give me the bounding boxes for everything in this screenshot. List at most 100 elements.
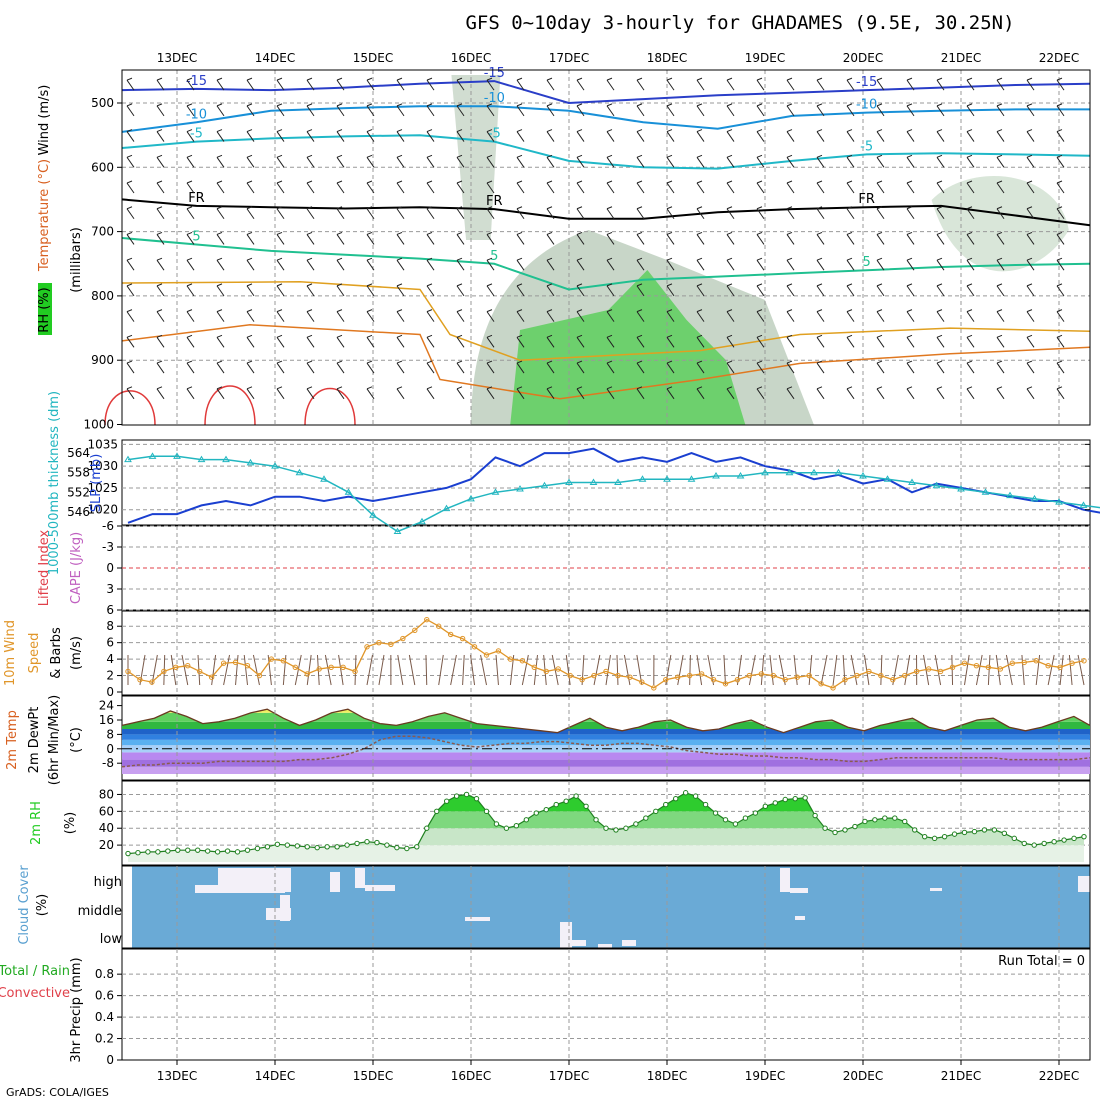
wind-barb: [186, 259, 195, 271]
wind-barb: [456, 180, 463, 184]
wind-barb: [1026, 131, 1035, 142]
wind-barb: [846, 208, 855, 220]
wind-barb: [636, 182, 645, 194]
thickness-marker: [736, 471, 745, 479]
wind-barb: [966, 309, 973, 313]
wind-barb: [666, 257, 673, 261]
wind-barb: [516, 334, 523, 338]
thickness-marker: [859, 471, 867, 479]
wind-barb: [306, 129, 313, 133]
wind-barb: [246, 206, 253, 210]
wind-barb: [606, 129, 613, 133]
wind-barb: [756, 360, 763, 364]
wind-barb: [576, 360, 583, 364]
wind-barb: [336, 234, 345, 245]
wind-barb: [546, 77, 553, 81]
wind-barb: [996, 386, 1003, 390]
wind-speed-marker: [208, 674, 215, 680]
wind-barb: [426, 234, 435, 245]
wind-barb: [636, 309, 643, 313]
temp-axis-label: 2m Temp: [5, 710, 20, 770]
rh-marker: [443, 798, 450, 804]
wind-barb: [906, 257, 913, 261]
wind-barb: [756, 105, 765, 117]
wind-barb: [876, 154, 883, 158]
wind-barb: [156, 182, 165, 194]
wind-barb: [846, 283, 853, 287]
wind-barb: [966, 234, 975, 245]
wind-barb: [546, 79, 555, 91]
wind-barb: [936, 283, 943, 287]
wind-barb: [666, 337, 675, 348]
wind-barb: [486, 311, 495, 322]
wind-barb: [546, 311, 555, 322]
wind-barb: [966, 180, 973, 184]
wind-barb: [456, 131, 465, 142]
wind-barb: [306, 360, 313, 364]
rh-marker: [692, 793, 699, 799]
wind-barb: [276, 234, 285, 245]
wind-barb: [636, 362, 645, 374]
wind-barb: [516, 234, 525, 245]
wind-barb: [246, 103, 253, 107]
wind-barb: [696, 285, 705, 297]
wind-barb: [366, 360, 373, 364]
wind-barb: [521, 654, 529, 686]
wind-tick-label: 8: [106, 619, 114, 633]
wind-barb: [966, 129, 973, 133]
wind-barb: [456, 154, 463, 158]
wind-barb: [726, 386, 733, 390]
wind-barb: [186, 362, 195, 374]
wind-speed-marker: [830, 685, 836, 691]
wind-barb: [126, 334, 133, 338]
wind-speed-marker: [603, 668, 609, 675]
wind-speed-marker: [854, 672, 860, 679]
wind-barb: [336, 362, 345, 374]
wind-barb: [366, 105, 375, 117]
wind-barb: [126, 283, 133, 287]
wind-barb: [366, 257, 373, 261]
wind-barb: [936, 157, 945, 168]
wind-barb: [606, 309, 613, 313]
wind-tick-label: 6: [106, 636, 114, 650]
rh-band: [128, 845, 1084, 862]
rh-marker: [832, 829, 838, 836]
rh-marker: [842, 827, 848, 833]
temp-band: [122, 739, 1090, 746]
cloud-row-middle: middle: [78, 904, 122, 919]
wind-barb: [486, 337, 495, 348]
wind-barb: [846, 129, 853, 133]
wind-barb: [516, 257, 523, 261]
rh-marker: [643, 815, 649, 821]
cloud-unit-label: (%): [35, 894, 50, 917]
slp-axis-label: SLP (mb): [89, 454, 104, 513]
wind-barb: [696, 79, 705, 91]
wind-barb: [396, 234, 405, 245]
wind-barb: [726, 206, 733, 210]
wind-barb: [216, 334, 223, 338]
wind-barb: [336, 311, 345, 322]
wind-barb: [966, 334, 973, 338]
wind-barb: [276, 208, 285, 220]
wind-barb: [426, 182, 435, 194]
wind-barb: [906, 334, 913, 338]
wind-barb: [816, 259, 825, 271]
wind-barb: [636, 311, 645, 322]
cloud-axis-label: Cloud Cover: [17, 865, 32, 945]
wind-barb: [636, 388, 645, 400]
wind-barb: [606, 154, 613, 158]
wind-barb: [306, 79, 315, 91]
wind-barb: [486, 182, 495, 194]
wind-barb: [186, 131, 195, 142]
wind-barb: [276, 231, 283, 235]
wind-barb: [606, 234, 615, 245]
rh-marker: [971, 828, 978, 835]
wind-barb: [906, 388, 915, 400]
wind-barb: [546, 337, 555, 348]
wind-barb: [636, 334, 643, 338]
wind-barb: [846, 337, 855, 348]
wind-barb: [211, 654, 217, 686]
temp-band: [122, 759, 1090, 767]
thickness-marker: [1030, 494, 1039, 502]
wind-barb: [156, 334, 163, 338]
